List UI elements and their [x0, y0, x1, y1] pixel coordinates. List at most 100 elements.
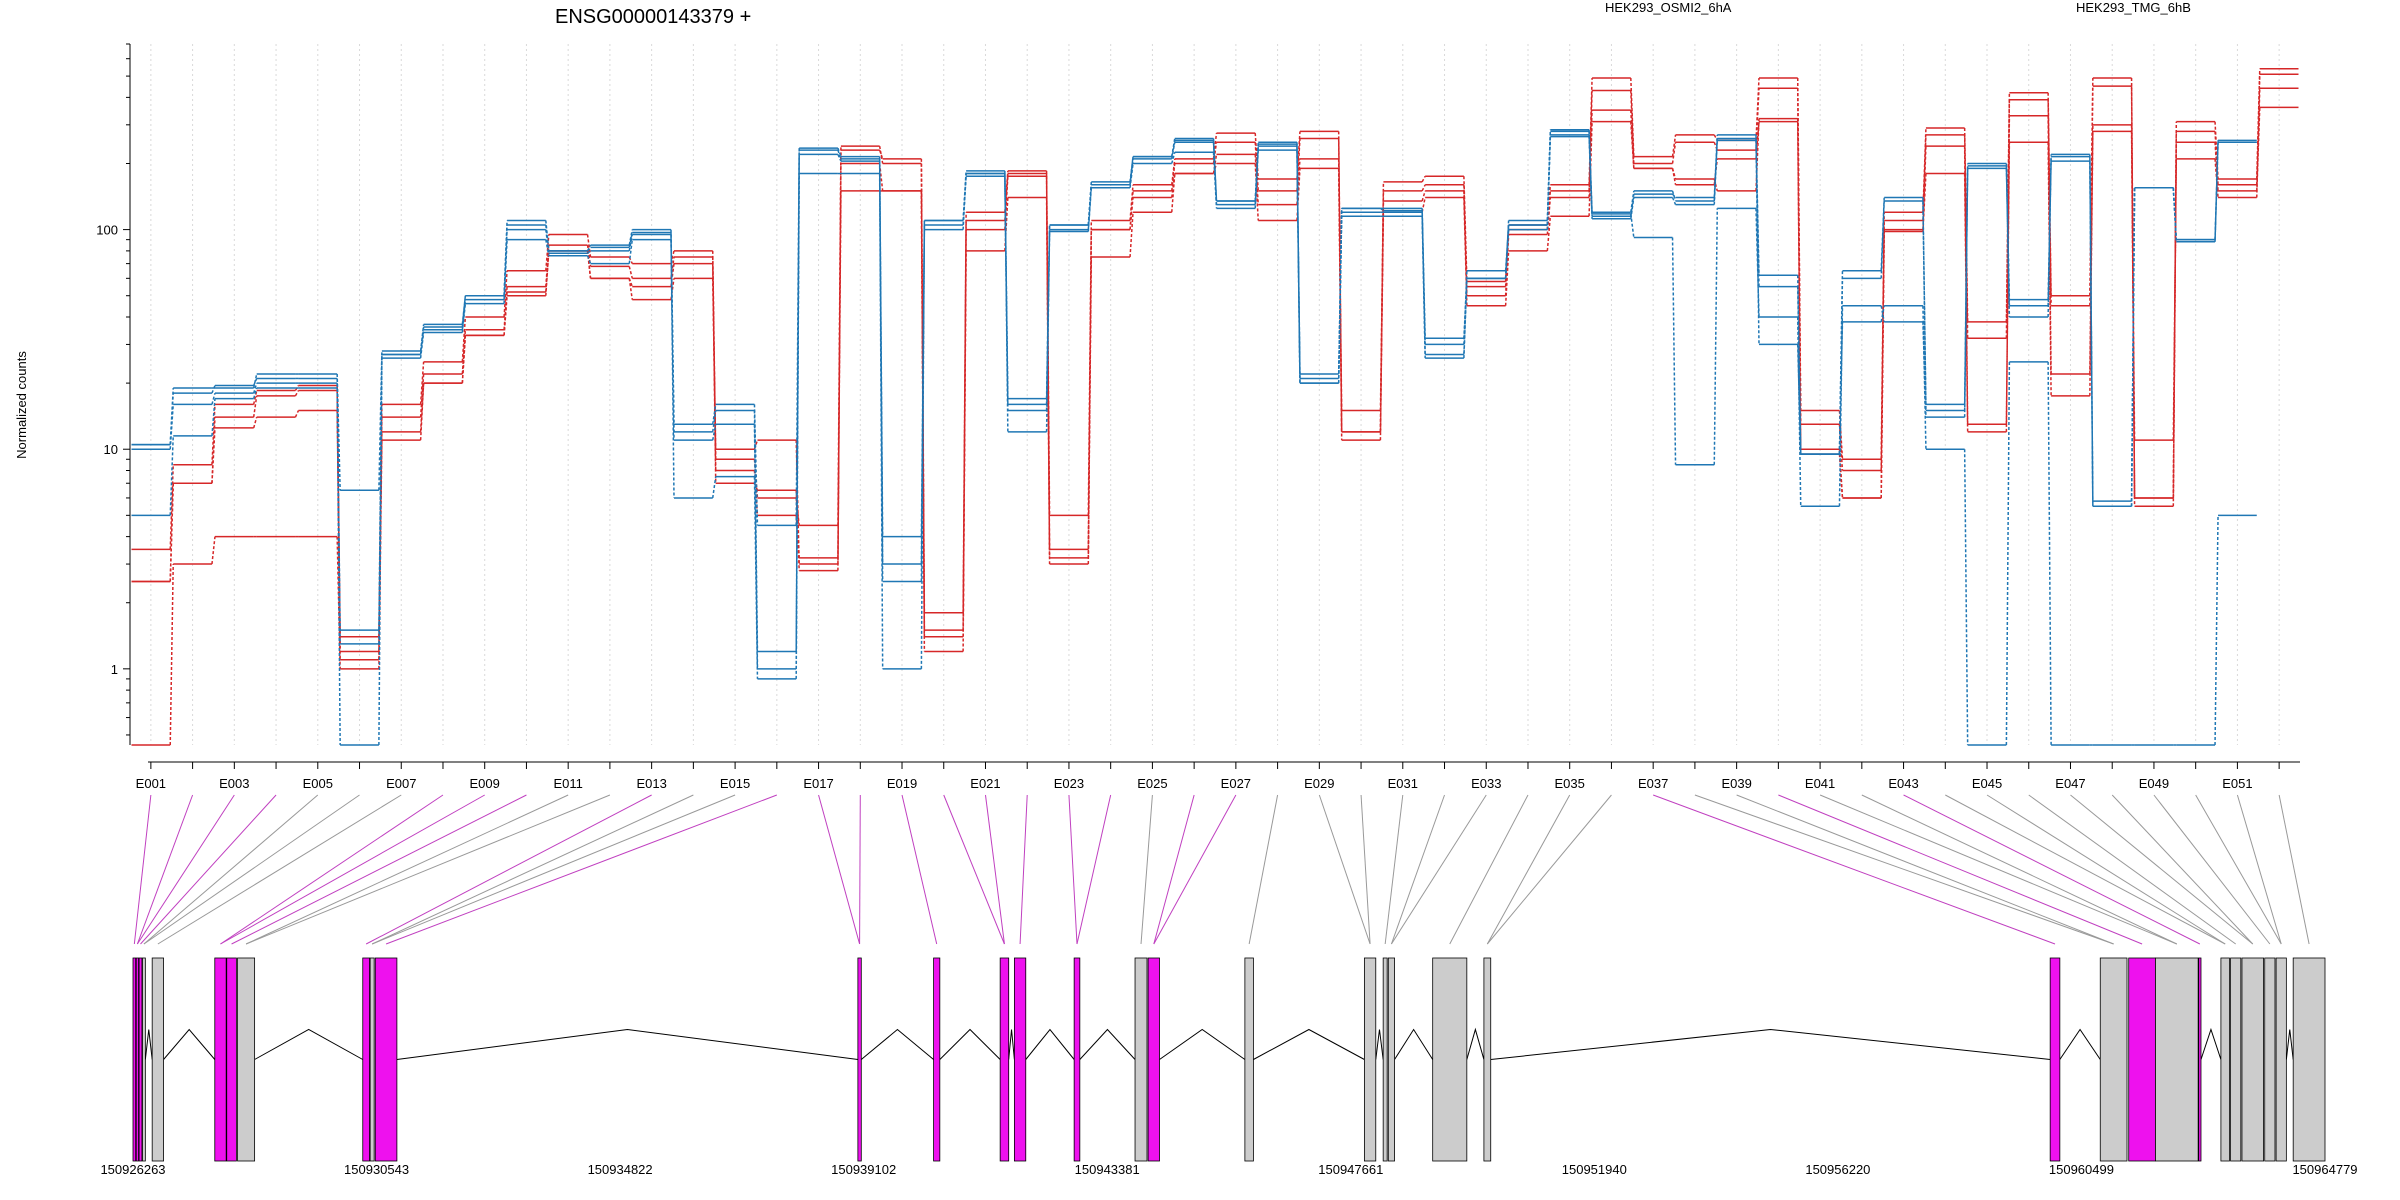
intron-line	[1008, 1029, 1015, 1060]
series-connector	[1588, 136, 1593, 219]
series-connector	[753, 424, 759, 669]
exon-connector	[1248, 794, 1279, 945]
series-connector	[628, 266, 633, 279]
axes: 1 10 100	[96, 43, 2300, 763]
series-connector	[1171, 140, 1176, 157]
intron-line	[1025, 1028, 1075, 1060]
series-connector	[503, 224, 508, 296]
exon-connector	[2028, 794, 2236, 945]
series-connector	[670, 278, 675, 300]
intron-line	[860, 1028, 934, 1060]
series-connector	[2172, 158, 2178, 441]
x-tick-label: E047	[2055, 776, 2085, 791]
exon-connector	[231, 794, 527, 945]
series-connector	[2172, 142, 2178, 498]
series-connector	[419, 383, 425, 441]
series-connector	[461, 335, 467, 384]
series-HEK293_OSMI2_6hA	[131, 87, 2299, 746]
coordinate-label: 150939102	[831, 1162, 896, 1177]
series-connector	[1963, 146, 1969, 425]
exon-connector	[2278, 794, 2310, 945]
series-connector	[336, 387, 341, 746]
series-connector	[1421, 190, 1426, 202]
exon	[1244, 957, 1254, 1162]
series-connector	[1254, 163, 1259, 221]
series-connector	[1212, 140, 1218, 202]
series-connector	[419, 383, 425, 432]
exon-connector	[1384, 794, 1404, 945]
exon	[2241, 957, 2264, 1162]
series-connector	[211, 398, 216, 436]
exon-connector	[1153, 794, 1237, 945]
intron-line	[1079, 1028, 1136, 1060]
exon-connector	[818, 794, 861, 945]
x-tick-label: E033	[1471, 776, 1501, 791]
exon-highlighted	[999, 957, 1010, 1162]
x-tick-label: E029	[1304, 776, 1334, 791]
intron-line	[939, 1028, 1001, 1060]
series-connector	[1880, 197, 1885, 271]
exon-highlighted	[226, 957, 237, 1162]
series-connector	[503, 291, 508, 336]
series-connector	[1087, 229, 1093, 565]
series-connector	[503, 270, 508, 318]
exon	[1382, 957, 1388, 1162]
x-tick-label: E025	[1137, 776, 1167, 791]
series-connector	[1630, 77, 1635, 157]
series-connector	[461, 316, 467, 362]
series-connector	[211, 427, 216, 484]
series-connector	[2214, 158, 2219, 198]
exon-connector	[385, 794, 778, 945]
exon-connector	[371, 794, 694, 945]
series-connector	[1171, 173, 1176, 198]
intron-line	[396, 1028, 858, 1060]
series-connector	[294, 390, 300, 397]
y-axis-label: Normalized counts	[14, 351, 29, 459]
exon-connector	[1861, 794, 2178, 945]
exon-connector	[943, 794, 1005, 945]
exon-connector	[1986, 794, 2226, 945]
series-connector	[1212, 152, 1218, 209]
series-connector	[336, 373, 341, 491]
series-connector	[586, 234, 592, 258]
series-connector	[1880, 231, 1885, 498]
series-connector	[837, 149, 842, 160]
series-connector	[1254, 133, 1259, 180]
exon	[1387, 957, 1395, 1162]
exon-highlighted	[362, 957, 370, 1162]
series-connector	[1922, 146, 1927, 230]
coordinate-label: 150930543	[344, 1162, 409, 1177]
series-connector	[545, 239, 550, 256]
exon-connector	[136, 794, 194, 945]
exon-highlighted	[138, 957, 143, 1162]
exon-connector	[1391, 794, 1487, 945]
exon-connector	[365, 794, 652, 945]
series-connector	[1671, 193, 1677, 199]
intron-line	[2059, 1028, 2101, 1060]
series-connector	[586, 255, 592, 264]
series-connector	[545, 250, 550, 293]
series-connector	[545, 224, 550, 251]
series-connector	[252, 416, 258, 429]
y-tick-label: 1	[111, 662, 118, 677]
series-connector	[1838, 305, 1844, 507]
exon-connector	[1360, 794, 1371, 945]
series-connector	[1963, 168, 1969, 418]
exon-connector	[1819, 794, 2177, 945]
series-HEK293_TMG_6hB	[131, 134, 2257, 653]
exon-connector	[220, 794, 444, 945]
exon-highlighted	[1073, 957, 1081, 1162]
exon-highlighted	[933, 957, 941, 1162]
exon	[237, 957, 256, 1162]
series-connector	[169, 464, 174, 550]
chart-title: ENSG00000143379 +	[555, 6, 751, 28]
x-tick-label: E015	[720, 776, 750, 791]
series-connector	[1755, 208, 1760, 318]
series-connector	[1337, 208, 1343, 384]
series-connector	[169, 435, 174, 516]
exon-connector	[1903, 794, 2201, 945]
exon	[2220, 957, 2230, 1162]
series-connector	[211, 392, 216, 405]
x-tick-label: E035	[1555, 776, 1585, 791]
series-connector	[1671, 134, 1677, 157]
